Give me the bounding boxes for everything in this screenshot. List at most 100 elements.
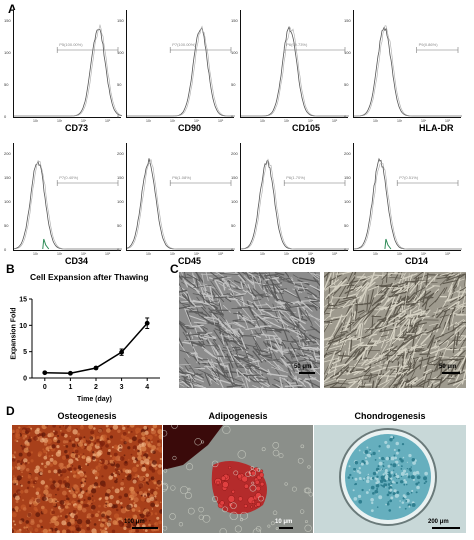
mineral-deposit xyxy=(157,440,160,443)
mineral-deposit xyxy=(71,465,74,467)
mineral-deposit xyxy=(62,440,67,444)
cell-shape xyxy=(241,334,257,337)
matrix-texture xyxy=(412,471,417,476)
matrix-texture xyxy=(366,453,370,457)
cell-shape xyxy=(179,282,187,299)
mineral-deposit xyxy=(112,462,114,464)
mineral-deposit xyxy=(135,434,138,437)
mineral-deposit xyxy=(14,466,17,469)
mineral-deposit xyxy=(85,519,91,525)
cell-shape xyxy=(292,318,296,328)
mineral-deposit xyxy=(111,446,115,449)
cell-shape xyxy=(400,365,409,368)
mineral-deposit xyxy=(126,517,131,522)
cell-shape xyxy=(459,286,466,292)
cell-shape xyxy=(324,302,331,313)
mineral-deposit xyxy=(127,431,131,434)
gate-label: P6(1.70%) xyxy=(286,175,306,180)
mineral-deposit xyxy=(101,518,105,522)
cell-shape xyxy=(217,320,222,334)
cell-shape xyxy=(201,315,213,325)
cell-shape xyxy=(374,368,381,387)
mineral-deposit xyxy=(15,500,19,504)
matrix-texture xyxy=(361,488,364,492)
cell-shape xyxy=(414,330,433,334)
mineral-deposit xyxy=(67,486,70,489)
cell-shape xyxy=(364,366,372,373)
mineral-deposit xyxy=(88,425,94,430)
x-tick-label: 10² xyxy=(146,252,152,256)
cell-shape xyxy=(422,272,426,279)
matrix-texture xyxy=(410,491,413,494)
mineral-deposit xyxy=(123,526,127,530)
mineral-deposit xyxy=(43,455,48,460)
cell-shape xyxy=(449,349,463,366)
cell-shape xyxy=(364,356,382,366)
histogram-trace xyxy=(127,159,235,250)
matrix-texture xyxy=(382,465,385,468)
cell-shape xyxy=(388,377,397,388)
matrix-texture xyxy=(411,489,414,493)
y-tick-label: 100 xyxy=(117,199,124,204)
cell-shape xyxy=(216,370,230,382)
cell-shape xyxy=(212,339,219,348)
histogram-trace xyxy=(127,158,235,250)
mineral-deposit xyxy=(92,453,97,457)
matrix-texture xyxy=(365,461,369,465)
cell-shape xyxy=(346,378,364,381)
matrix-texture xyxy=(395,473,398,476)
cell-shape xyxy=(390,285,395,294)
mineral-deposit xyxy=(36,487,41,492)
mineral-deposit xyxy=(115,478,118,481)
lipid-droplet xyxy=(237,473,242,479)
mineral-deposit xyxy=(89,436,94,440)
cell-shape xyxy=(365,303,379,320)
matrix-texture xyxy=(402,456,405,459)
cell-vesicle xyxy=(163,468,168,473)
cell-shape xyxy=(226,359,239,364)
cell-shape xyxy=(197,293,213,307)
mineral-deposit xyxy=(154,500,159,506)
matrix-texture xyxy=(406,461,408,463)
histogram-trace xyxy=(241,158,349,250)
cell-shape xyxy=(446,337,456,348)
lipid-droplet xyxy=(227,495,235,503)
mineral-deposit xyxy=(73,467,77,471)
cell-shape xyxy=(192,299,212,306)
cell-shape xyxy=(419,380,429,387)
cell-vesicle xyxy=(278,453,284,459)
mineral-deposit xyxy=(61,468,67,474)
cell-shape xyxy=(269,322,282,329)
cell-shape xyxy=(252,337,263,353)
cell-shape xyxy=(183,291,197,307)
y-tick-label: 0 xyxy=(4,247,7,252)
cell-shape xyxy=(356,334,371,340)
cell-shape xyxy=(368,328,379,339)
cell-shape xyxy=(450,324,466,339)
mineral-deposit xyxy=(141,466,147,472)
cell-shape xyxy=(402,331,405,339)
mineral-deposit xyxy=(112,425,119,430)
cell-shape xyxy=(220,272,239,275)
cell-shape xyxy=(380,334,389,338)
matrix-texture xyxy=(389,471,391,473)
mineral-deposit xyxy=(19,496,21,498)
mineral-deposit xyxy=(93,482,99,487)
cell-shape xyxy=(317,349,320,360)
cell-shape xyxy=(290,371,297,380)
cell-shape xyxy=(407,317,417,320)
mineral-deposit xyxy=(144,491,148,495)
mineral-deposit xyxy=(56,530,60,533)
matrix-texture xyxy=(410,475,415,480)
matrix-texture xyxy=(384,440,388,444)
cell-shape xyxy=(391,332,404,345)
mineral-deposit xyxy=(133,459,137,464)
mineral-deposit xyxy=(45,484,48,488)
mineral-deposit xyxy=(122,426,126,430)
mineral-deposit xyxy=(18,452,23,457)
cell-shape xyxy=(188,337,194,349)
mineral-deposit xyxy=(51,454,54,457)
mineral-deposit xyxy=(93,427,96,430)
cell-shape xyxy=(460,346,466,349)
cell-vesicle xyxy=(198,506,204,513)
